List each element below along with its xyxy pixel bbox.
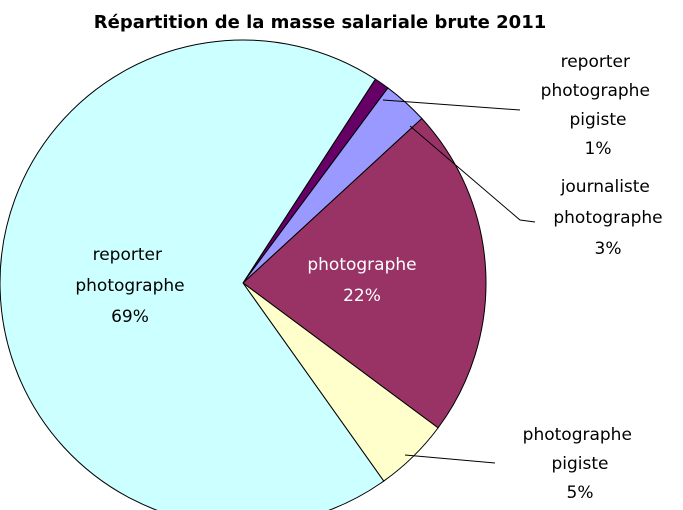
leader-line xyxy=(409,125,536,223)
slice-label: reporter photographe pigiste xyxy=(541,52,656,130)
value-label: 5% xyxy=(567,483,594,503)
label-line: reporter xyxy=(93,245,168,265)
slice-label: reporter photographe xyxy=(75,245,184,296)
label-line: pigiste xyxy=(569,110,626,130)
leader-line xyxy=(404,454,496,464)
slice-label: journaliste photographe xyxy=(553,177,662,228)
value-label: 22% xyxy=(343,286,381,306)
label-line: pigiste xyxy=(551,454,608,474)
label-line: photographe xyxy=(307,255,416,275)
value-label: 3% xyxy=(595,239,622,259)
label-line: photographe xyxy=(541,81,656,101)
leader-line xyxy=(382,99,521,111)
label-line: photographe xyxy=(523,425,638,445)
pie-slice xyxy=(0,39,385,510)
value-label: 69% xyxy=(111,307,149,327)
slice-label: photographe xyxy=(307,255,416,275)
value-label: 1% xyxy=(585,139,612,159)
label-line: photographe xyxy=(75,276,184,296)
pie-slice xyxy=(242,117,487,429)
slice-label: photographe pigiste xyxy=(523,425,638,474)
label-line: photographe xyxy=(553,208,662,228)
chart-title: Répartition de la masse salariale brute … xyxy=(94,12,547,33)
label-line: reporter xyxy=(561,52,636,72)
label-line: journaliste xyxy=(560,177,656,197)
